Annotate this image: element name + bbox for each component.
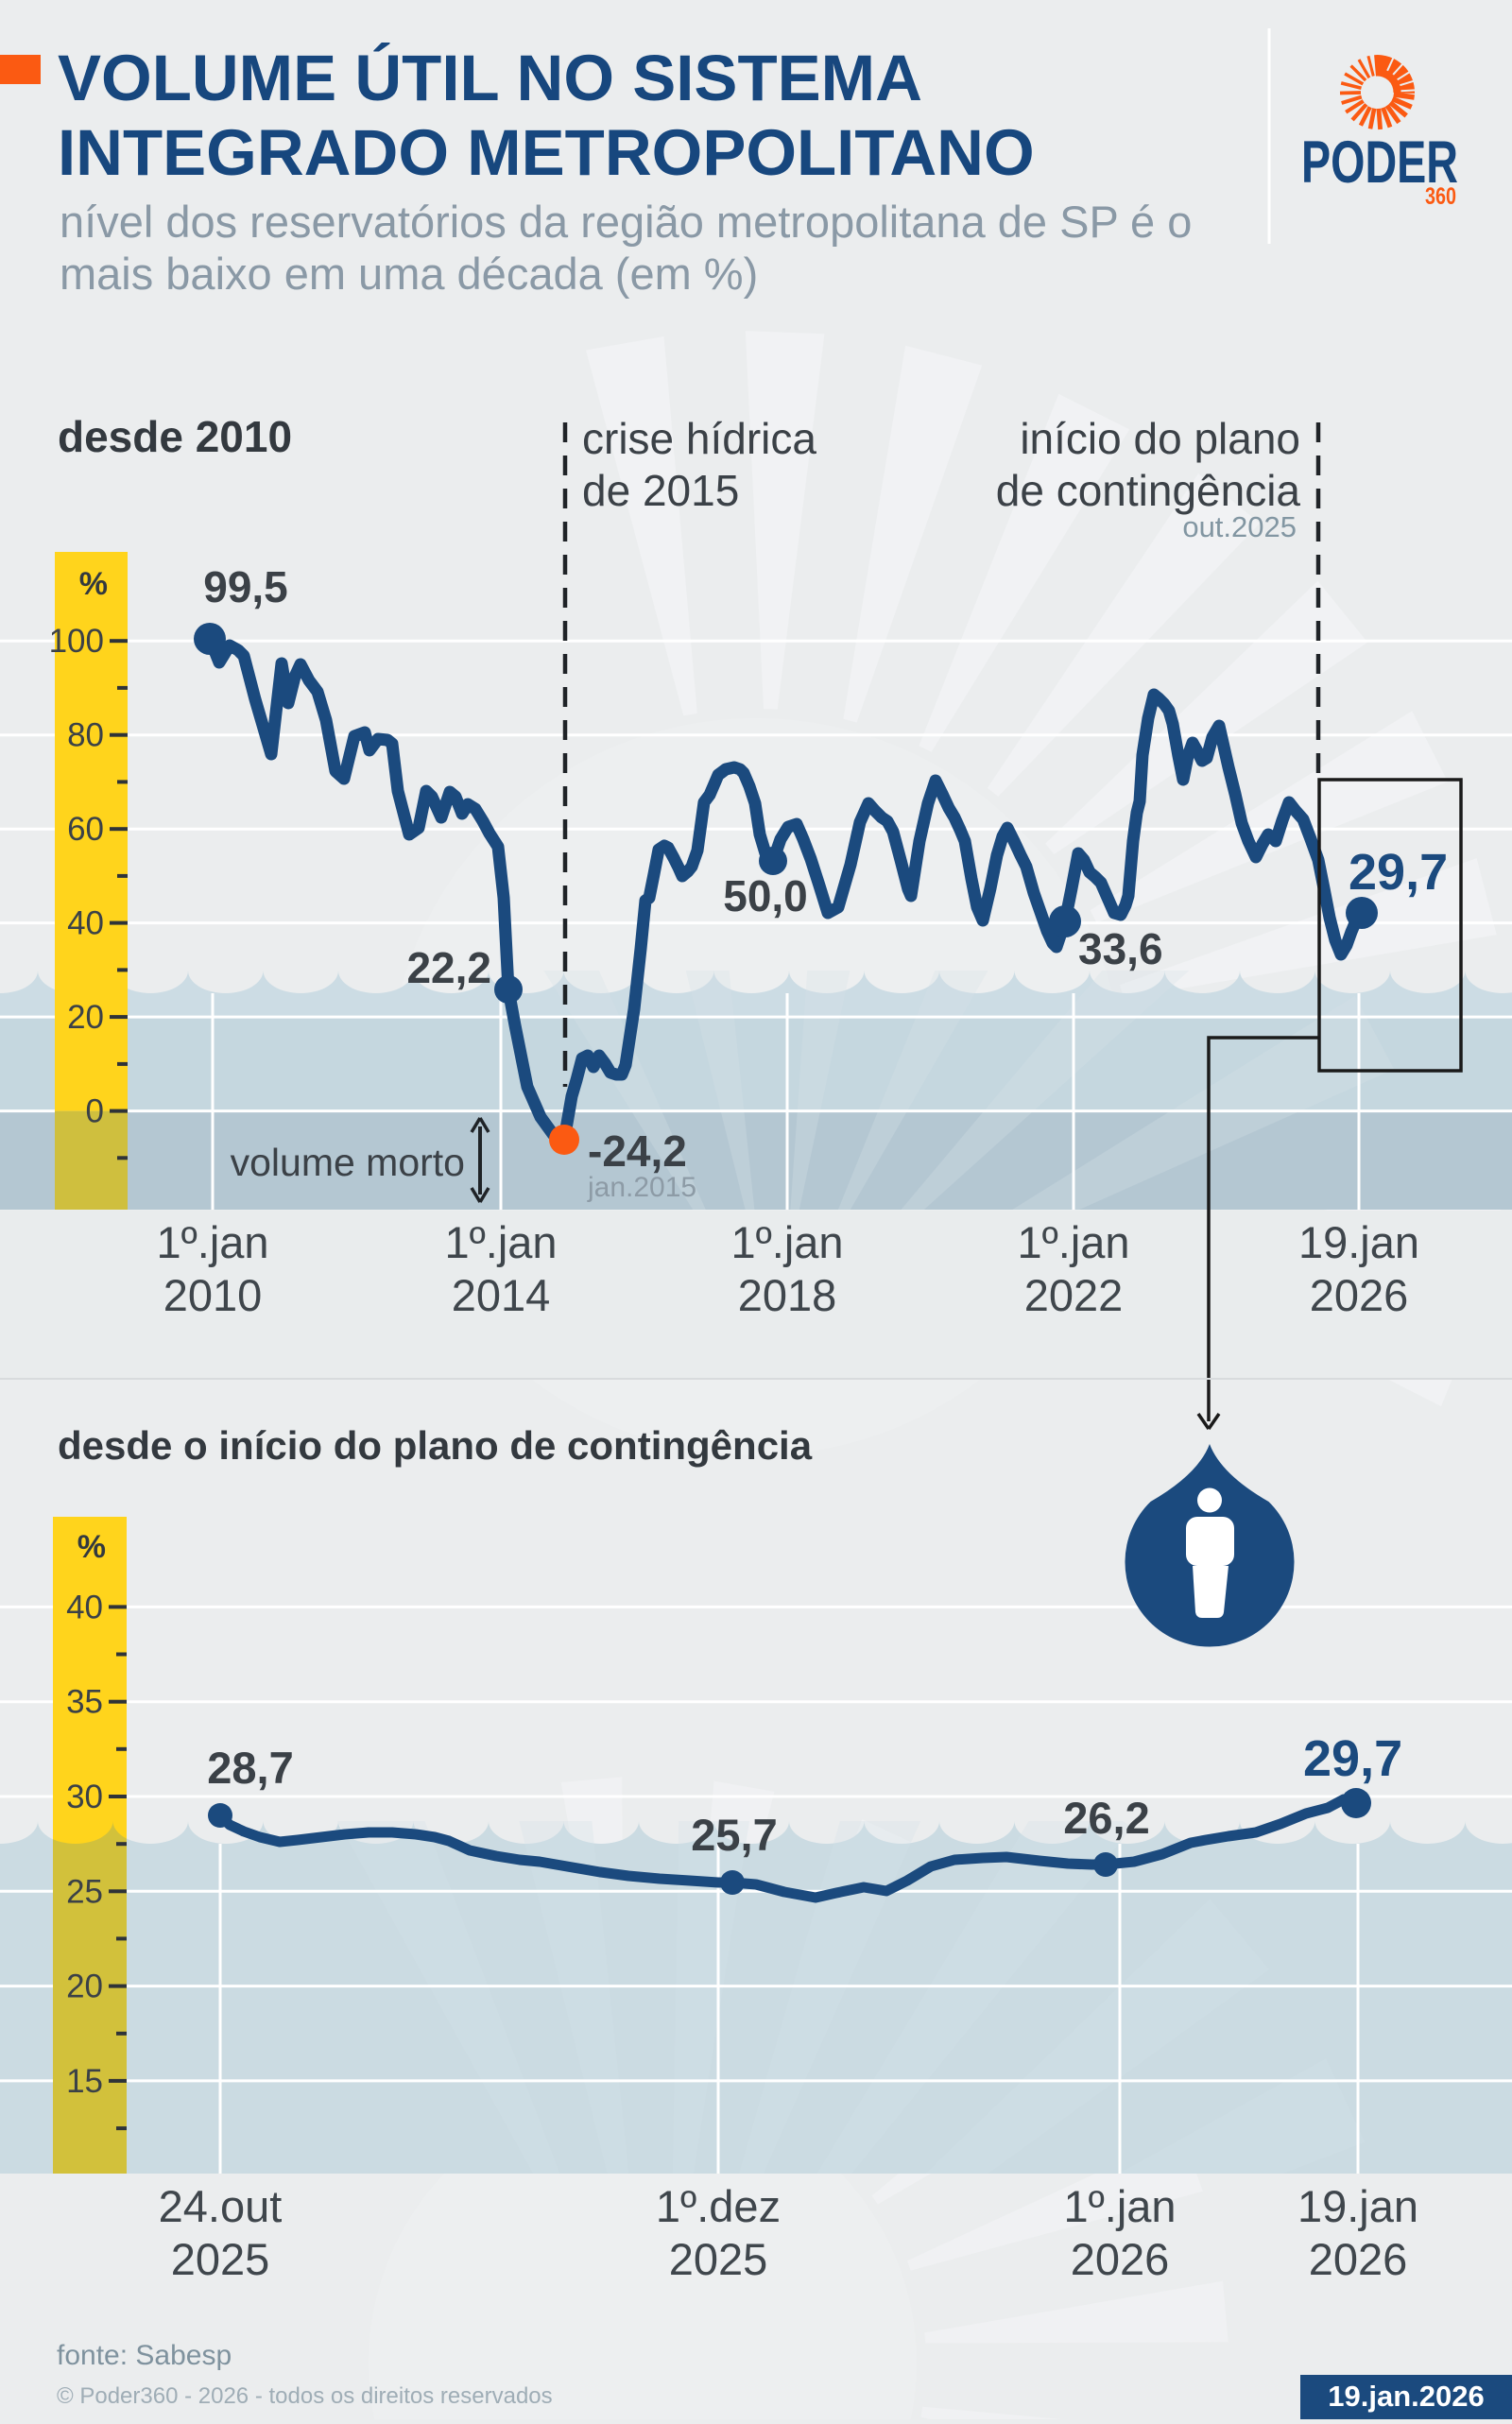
svg-text:-24,2: -24,2 <box>588 1126 687 1176</box>
svg-text:desde o início do plano de con: desde o início do plano de contingência <box>58 1423 813 1468</box>
svg-text:15: 15 <box>66 2063 103 2100</box>
svg-text:19.jan.2026: 19.jan.2026 <box>1328 2380 1484 2413</box>
svg-text:30: 30 <box>66 1779 103 1815</box>
svg-text:26,2: 26,2 <box>1063 1793 1149 1843</box>
svg-text:25: 25 <box>66 1873 103 1910</box>
svg-text:2026: 2026 <box>1310 1270 1409 1320</box>
svg-text:volume morto: volume morto <box>231 1141 465 1184</box>
svg-text:20: 20 <box>67 999 104 1036</box>
svg-text:2025: 2025 <box>171 2234 270 2284</box>
svg-text:início do plano: início do plano <box>1020 414 1300 463</box>
svg-text:2025: 2025 <box>669 2234 768 2284</box>
svg-text:22,2: 22,2 <box>406 943 491 992</box>
svg-text:2026: 2026 <box>1071 2234 1170 2284</box>
svg-text:mais baixo em uma década (em %: mais baixo em uma década (em %) <box>60 249 758 299</box>
svg-text:0: 0 <box>86 1093 104 1130</box>
svg-text:out.2025: out.2025 <box>1182 510 1297 543</box>
svg-text:20: 20 <box>66 1968 103 2005</box>
svg-text:%: % <box>79 566 108 602</box>
svg-text:80: 80 <box>67 717 104 754</box>
svg-text:2022: 2022 <box>1024 1270 1124 1320</box>
svg-text:© Poder360 - 2026 - todos os d: © Poder360 - 2026 - todos os direitos re… <box>57 2383 553 2409</box>
svg-text:25,7: 25,7 <box>691 1810 777 1860</box>
svg-text:crise hídrica: crise hídrica <box>582 414 816 463</box>
svg-text:1º.jan: 1º.jan <box>1063 2181 1176 2231</box>
svg-text:19.jan: 19.jan <box>1297 2181 1418 2231</box>
svg-text:1º.dez: 1º.dez <box>656 2181 781 2231</box>
svg-text:2026: 2026 <box>1309 2234 1408 2284</box>
svg-text:INTEGRADO METROPOLITANO: INTEGRADO METROPOLITANO <box>58 116 1035 189</box>
svg-text:de contingência: de contingência <box>996 466 1301 515</box>
svg-text:99,5: 99,5 <box>203 562 288 611</box>
svg-text:60: 60 <box>67 811 104 848</box>
svg-text:29,7: 29,7 <box>1349 844 1448 901</box>
svg-text:2018: 2018 <box>738 1270 837 1320</box>
svg-text:VOLUME ÚTIL NO SISTEMA: VOLUME ÚTIL NO SISTEMA <box>58 42 922 114</box>
svg-text:1º.jan: 1º.jan <box>444 1217 557 1267</box>
svg-text:1º.jan: 1º.jan <box>156 1217 268 1267</box>
svg-text:de 2015: de 2015 <box>582 466 739 515</box>
svg-text:PODER: PODER <box>1301 129 1458 196</box>
svg-text:1º.jan: 1º.jan <box>730 1217 843 1267</box>
svg-text:33,6: 33,6 <box>1078 924 1163 973</box>
svg-text:40: 40 <box>66 1589 103 1625</box>
svg-text:360: 360 <box>1425 183 1456 210</box>
svg-text:%: % <box>77 1529 106 1565</box>
svg-text:desde 2010: desde 2010 <box>58 412 292 461</box>
svg-text:28,7: 28,7 <box>207 1743 293 1793</box>
svg-text:2014: 2014 <box>452 1270 551 1320</box>
svg-text:fonte: Sabesp: fonte: Sabesp <box>57 2340 232 2371</box>
svg-text:40: 40 <box>67 905 104 942</box>
svg-text:19.jan: 19.jan <box>1298 1217 1419 1267</box>
svg-text:24.out: 24.out <box>159 2181 283 2231</box>
svg-text:nível dos reservatórios da reg: nível dos reservatórios da região metrop… <box>60 197 1192 247</box>
svg-text:29,7: 29,7 <box>1303 1730 1402 1787</box>
svg-text:jan.2015: jan.2015 <box>587 1172 696 1203</box>
svg-text:50,0: 50,0 <box>723 871 808 920</box>
svg-text:100: 100 <box>49 623 104 660</box>
svg-text:1º.jan: 1º.jan <box>1017 1217 1129 1267</box>
svg-text:2010: 2010 <box>163 1270 263 1320</box>
svg-text:35: 35 <box>66 1684 103 1721</box>
